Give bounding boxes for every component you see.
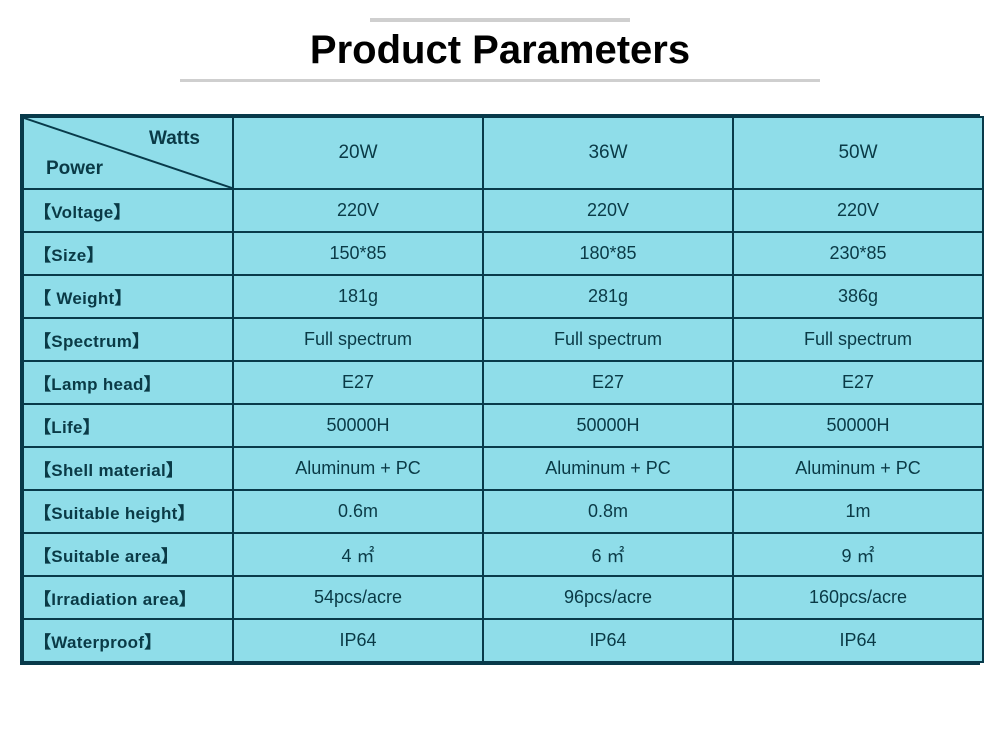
row-val: 150*85 xyxy=(233,232,483,275)
row-val: 50000H xyxy=(233,404,483,447)
row-val: Aluminum + PC xyxy=(733,447,983,490)
row-val: 9 ㎡ xyxy=(733,533,983,576)
table-row: 【Voltage】 220V 220V 220V xyxy=(23,189,983,232)
row-val: 0.6m xyxy=(233,490,483,533)
row-label: 【Suitable height】 xyxy=(23,490,233,533)
table-row: 【Waterproof】 IP64 IP64 IP64 xyxy=(23,619,983,662)
row-val: E27 xyxy=(733,361,983,404)
row-val: E27 xyxy=(233,361,483,404)
row-val: 180*85 xyxy=(483,232,733,275)
row-val: 50000H xyxy=(733,404,983,447)
page-title: Product Parameters xyxy=(0,28,1000,73)
row-label: 【Suitable area】 xyxy=(23,533,233,576)
row-val: 230*85 xyxy=(733,232,983,275)
row-val: 220V xyxy=(483,189,733,232)
row-val: IP64 xyxy=(233,619,483,662)
row-val: 386g xyxy=(733,275,983,318)
row-val: Aluminum + PC xyxy=(233,447,483,490)
row-label: 【Irradiation area】 xyxy=(23,576,233,619)
row-label: 【Life】 xyxy=(23,404,233,447)
table-row: 【Size】 150*85 180*85 230*85 xyxy=(23,232,983,275)
row-label: 【Shell material】 xyxy=(23,447,233,490)
header-col-0: 20W xyxy=(233,117,483,189)
table-row: 【Life】 50000H 50000H 50000H xyxy=(23,404,983,447)
row-label: 【Voltage】 xyxy=(23,189,233,232)
parameters-table: Watts Power 20W 36W 50W 【Voltage】 220V 2… xyxy=(22,116,984,663)
divider-bottom xyxy=(180,79,820,82)
row-val: 1m xyxy=(733,490,983,533)
header-diag-top: Watts xyxy=(149,128,200,150)
row-val: 96pcs/acre xyxy=(483,576,733,619)
row-val: 220V xyxy=(233,189,483,232)
table-row: 【Suitable area】 4 ㎡ 6 ㎡ 9 ㎡ xyxy=(23,533,983,576)
row-val: 4 ㎡ xyxy=(233,533,483,576)
row-val: E27 xyxy=(483,361,733,404)
row-val: 281g xyxy=(483,275,733,318)
row-val: IP64 xyxy=(483,619,733,662)
table-header-row: Watts Power 20W 36W 50W xyxy=(23,117,983,189)
table-row: 【Lamp head】 E27 E27 E27 xyxy=(23,361,983,404)
table-row: 【 Weight】 181g 281g 386g xyxy=(23,275,983,318)
row-label: 【Waterproof】 xyxy=(23,619,233,662)
table-row: 【Shell material】 Aluminum + PC Aluminum … xyxy=(23,447,983,490)
row-val: Full spectrum xyxy=(233,318,483,361)
row-val: 54pcs/acre xyxy=(233,576,483,619)
header-col-1: 36W xyxy=(483,117,733,189)
header-diagonal-cell: Watts Power xyxy=(23,117,233,189)
row-val: 0.8m xyxy=(483,490,733,533)
header-diag-bottom: Power xyxy=(46,158,103,180)
table-row: 【Irradiation area】 54pcs/acre 96pcs/acre… xyxy=(23,576,983,619)
row-val: Full spectrum xyxy=(483,318,733,361)
title-section: Product Parameters xyxy=(0,0,1000,82)
parameters-table-wrap: Watts Power 20W 36W 50W 【Voltage】 220V 2… xyxy=(20,114,980,665)
row-val: Full spectrum xyxy=(733,318,983,361)
row-val: 181g xyxy=(233,275,483,318)
row-label: 【 Weight】 xyxy=(23,275,233,318)
header-col-2: 50W xyxy=(733,117,983,189)
row-label: 【Size】 xyxy=(23,232,233,275)
row-val: 160pcs/acre xyxy=(733,576,983,619)
row-label: 【Lamp head】 xyxy=(23,361,233,404)
row-val: Aluminum + PC xyxy=(483,447,733,490)
row-val: IP64 xyxy=(733,619,983,662)
row-val: 220V xyxy=(733,189,983,232)
divider-top xyxy=(370,18,630,22)
table-row: 【Spectrum】 Full spectrum Full spectrum F… xyxy=(23,318,983,361)
row-val: 6 ㎡ xyxy=(483,533,733,576)
row-val: 50000H xyxy=(483,404,733,447)
table-row: 【Suitable height】 0.6m 0.8m 1m xyxy=(23,490,983,533)
row-label: 【Spectrum】 xyxy=(23,318,233,361)
